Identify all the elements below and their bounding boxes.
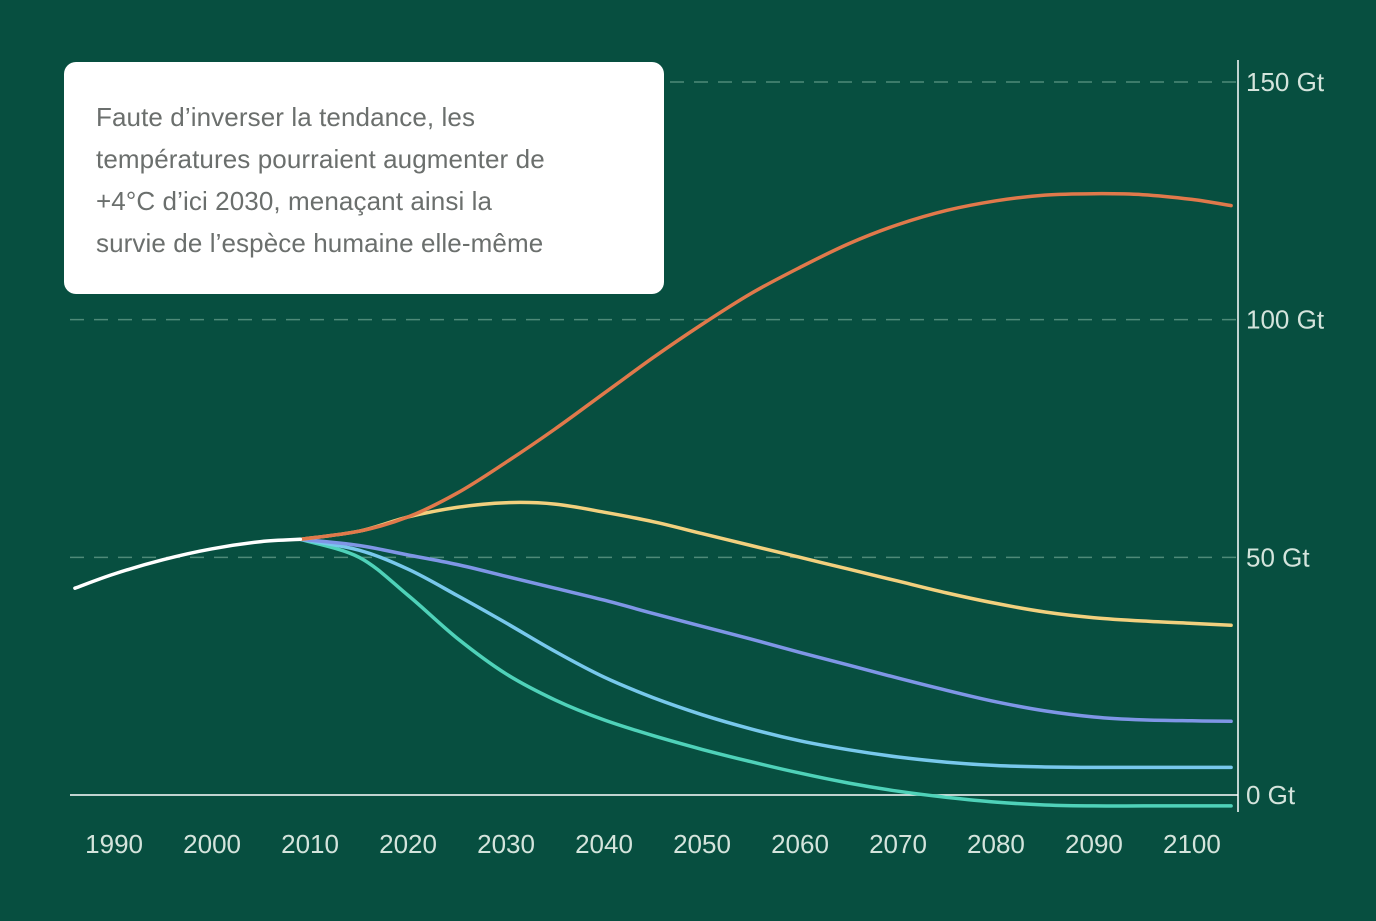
annotation-line-1: Faute d’inverser la tendance, les (96, 102, 476, 132)
x-tick-label-2030: 2030 (477, 829, 535, 859)
x-tick-label-2020: 2020 (379, 829, 437, 859)
x-tick-label-1990: 1990 (85, 829, 143, 859)
annotation-line-3: +4°C d’ici 2030, menaçant ainsi la (96, 186, 493, 216)
x-tick-label-2060: 2060 (771, 829, 829, 859)
series-line-1 (298, 191, 1233, 542)
x-tick-label-2000: 2000 (183, 829, 241, 859)
x-tick-label-2070: 2070 (869, 829, 927, 859)
series-line-0 (73, 537, 303, 590)
series-line-5 (298, 537, 1233, 808)
x-tick-label-2100: 2100 (1163, 829, 1221, 859)
axis-layer (70, 60, 1239, 812)
x-tick-label-2090: 2090 (1065, 829, 1123, 859)
y-tick-label-50: 50 Gt (1246, 542, 1310, 572)
y-tick-label-100: 100 Gt (1246, 305, 1325, 335)
label-layer: 0 Gt 50 Gt 100 Gt 150 Gt 1990 2000 2010 2020 203… (85, 67, 1325, 859)
y-tick-label-0: 0 Gt (1246, 780, 1296, 810)
annotation-line-2: températures pourraient augmenter de (96, 144, 545, 174)
annotation-text: Faute d’inverser la tendance, les tempér… (96, 96, 632, 264)
x-tick-label-2010: 2010 (281, 829, 339, 859)
x-tick-label-2040: 2040 (575, 829, 633, 859)
series-line-4 (298, 537, 1233, 770)
x-tick-label-2050: 2050 (673, 829, 731, 859)
series-line-2 (298, 500, 1233, 628)
y-tick-label-150: 150 Gt (1246, 67, 1325, 97)
series-line-3 (298, 537, 1233, 724)
series-layer (73, 191, 1233, 808)
annotation-line-4: survie de l’espèce humaine elle-même (96, 228, 544, 258)
annotation-callout: Faute d’inverser la tendance, les tempér… (64, 62, 664, 294)
x-tick-label-2080: 2080 (967, 829, 1025, 859)
